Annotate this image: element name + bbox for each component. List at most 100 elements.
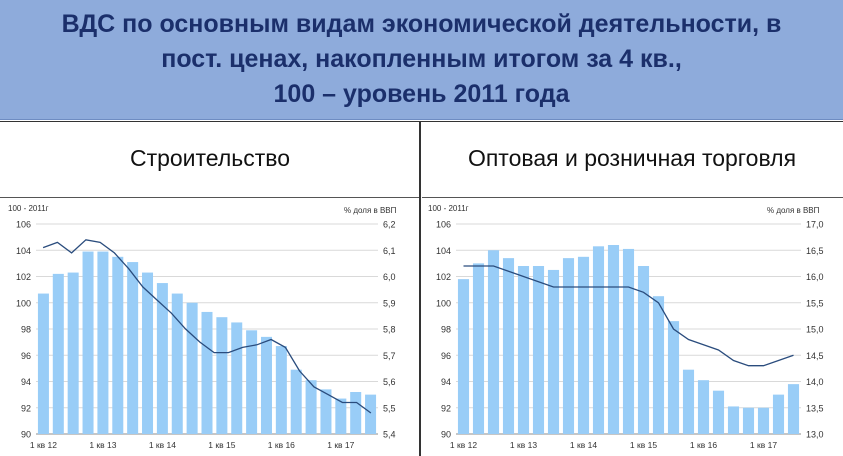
bar (52, 273, 64, 434)
bar (171, 293, 183, 434)
y2-tick-label: 16,0 (806, 272, 824, 282)
x-tick-label: 1 кв 12 (30, 440, 57, 450)
bar (712, 390, 725, 434)
x-tick-label: 1 кв 17 (750, 440, 777, 450)
y2-tick-label: 5,8 (383, 325, 396, 335)
chart-title-trade: Оптовая и розничная торговля (467, 145, 797, 171)
bar (82, 251, 94, 434)
bar (275, 346, 287, 434)
y-tick-label: 98 (21, 325, 31, 335)
x-tick-label: 1 кв 16 (268, 440, 295, 450)
y-tick-label: 102 (436, 272, 451, 282)
bar (502, 258, 515, 434)
left-axis-label: 100 - 2011г (428, 204, 469, 213)
y-tick-label: 104 (436, 246, 451, 256)
bar (622, 248, 635, 434)
y2-tick-label: 14,5 (806, 351, 824, 361)
bar (320, 389, 332, 434)
bar (772, 394, 785, 434)
y-tick-label: 92 (21, 403, 31, 413)
bar (67, 272, 79, 434)
bar (201, 311, 213, 434)
y2-tick-label: 5,4 (383, 430, 396, 440)
x-tick-label: 1 кв 17 (327, 440, 354, 450)
bar (562, 258, 575, 434)
bar (231, 322, 243, 434)
bar (547, 269, 560, 434)
y2-tick-label: 13,0 (806, 430, 824, 440)
bar (186, 302, 198, 434)
bar (246, 330, 258, 434)
bar (97, 251, 109, 434)
bar (216, 317, 228, 434)
y2-tick-label: 5,6 (383, 377, 396, 387)
right-axis-label: % доля в ВВП (767, 206, 820, 215)
bar (742, 407, 755, 434)
x-tick-label: 1 кв 13 (89, 440, 116, 450)
bar (682, 369, 695, 434)
bar (335, 398, 347, 434)
bar (532, 266, 545, 434)
y2-tick-label: 13,5 (806, 403, 824, 413)
bar (487, 250, 500, 434)
y-tick-label: 106 (16, 220, 31, 230)
bar (592, 246, 605, 434)
bar (142, 272, 154, 434)
y-tick-label: 100 (16, 298, 31, 308)
panel-divider-right (422, 197, 843, 198)
bar (667, 321, 680, 434)
bar (727, 406, 740, 434)
title-line-2: пост. ценах, накопленным итогом за 4 кв.… (161, 45, 682, 73)
construction-chart: 90 92 94 96 98 100 102 104 106 5,4 5,5 5,6 5,7 5,8 5,9… (8, 204, 397, 450)
y-tick-label: 102 (16, 272, 31, 282)
bar (472, 263, 485, 434)
bar (37, 293, 49, 434)
bar (112, 256, 124, 434)
title-banner: ВДС по основным видам экономической деят… (0, 0, 843, 120)
x-tick-label: 1 кв 12 (450, 440, 477, 450)
right-axis-label: % доля в ВВП (344, 206, 397, 215)
y2-tick-label: 5,5 (383, 403, 396, 413)
bar (637, 266, 650, 434)
bar (127, 262, 139, 434)
bar (156, 283, 168, 434)
y2-tick-label: 5,9 (383, 298, 396, 308)
y2-tick-label: 16,5 (806, 246, 824, 256)
y-tick-label: 96 (441, 351, 451, 361)
bar (305, 380, 317, 434)
y-tick-label: 104 (16, 246, 31, 256)
title-line-3: 100 – уровень 2011 года (273, 80, 570, 108)
x-tick-label: 1 кв 15 (630, 440, 657, 450)
y2-tick-label: 17,0 (806, 220, 824, 230)
y-tick-label: 94 (21, 377, 31, 387)
bar (517, 266, 530, 434)
x-tick-label: 1 кв 14 (149, 440, 176, 450)
bar (607, 245, 620, 434)
y-tick-label: 98 (441, 325, 451, 335)
y-tick-label: 96 (21, 351, 31, 361)
bar (290, 369, 302, 434)
panel-construction (0, 121, 420, 456)
y-tick-label: 90 (441, 430, 451, 440)
share-line (463, 265, 794, 367)
bar (350, 392, 362, 434)
bar (652, 296, 665, 434)
bar (577, 256, 590, 434)
y2-tick-label: 5,7 (383, 351, 396, 361)
bar (697, 380, 710, 434)
bar (457, 279, 470, 434)
y-tick-label: 106 (436, 220, 451, 230)
title-line-1: ВДС по основным видам экономической деят… (61, 10, 782, 38)
left-axis-label: 100 - 2011г (8, 204, 49, 213)
y-tick-label: 90 (21, 430, 31, 440)
y2-tick-label: 15,0 (806, 325, 824, 335)
y2-tick-label: 15,5 (806, 298, 824, 308)
x-tick-label: 1 кв 15 (208, 440, 235, 450)
y2-tick-label: 14,0 (806, 377, 824, 387)
bar (757, 407, 770, 434)
panel-trade (420, 121, 843, 456)
panel-divider-left (0, 197, 419, 198)
x-tick-label: 1 кв 13 (510, 440, 537, 450)
trade-chart: 90 92 94 96 98 100 102 104 106 13,0 13,5 14,0 14,5 15… (428, 204, 824, 450)
bar (787, 384, 800, 434)
